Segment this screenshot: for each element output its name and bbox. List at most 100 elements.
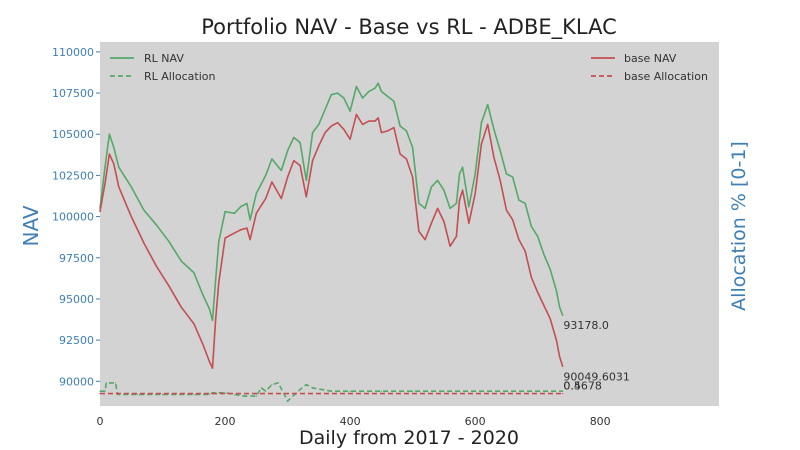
data-point — [143, 209, 145, 211]
data-point — [480, 122, 482, 124]
data-point — [343, 128, 345, 130]
data-point — [104, 390, 106, 392]
data-point — [324, 108, 326, 111]
data-point — [374, 120, 376, 122]
data-point — [104, 166, 106, 168]
data-point — [549, 318, 551, 320]
data-point — [202, 295, 204, 297]
data-point — [215, 278, 217, 280]
data-point — [443, 390, 445, 392]
data-point — [105, 382, 107, 384]
data-point — [130, 216, 132, 218]
data-point — [155, 265, 157, 267]
data-point — [468, 222, 470, 224]
data-point — [202, 344, 204, 346]
data-point — [118, 186, 120, 188]
data-point — [108, 153, 110, 155]
data-point — [405, 130, 407, 132]
data-point — [280, 197, 282, 200]
data-point — [104, 183, 106, 185]
data-point — [562, 393, 564, 395]
data-point — [549, 268, 551, 270]
data-point — [271, 181, 273, 183]
data-point — [543, 253, 545, 256]
plot-background — [100, 42, 719, 406]
y-tick-label: 97500 — [59, 252, 94, 265]
data-point — [430, 222, 432, 224]
data-point — [468, 206, 470, 208]
data-point — [458, 199, 461, 201]
data-point — [108, 133, 110, 135]
data-point — [243, 395, 245, 397]
data-point — [224, 237, 226, 239]
y-tick-label: 92500 — [59, 334, 94, 347]
data-point — [318, 145, 320, 147]
data-point — [437, 207, 439, 209]
data-point — [449, 207, 451, 209]
series-layer — [99, 82, 564, 402]
data-point — [405, 158, 407, 160]
data-point — [240, 229, 242, 231]
data-point — [380, 90, 382, 92]
data-point — [287, 400, 289, 402]
data-point — [393, 127, 395, 129]
data-point — [562, 314, 564, 316]
x-tick-label: 0 — [97, 415, 104, 428]
data-point — [168, 240, 170, 242]
data-point — [424, 239, 426, 241]
data-point — [355, 85, 357, 88]
legend-left: RL NAV RL Allocation — [110, 52, 216, 83]
data-point — [280, 169, 282, 172]
data-point — [305, 179, 307, 181]
y-axis-right-label: Allocation % [0-1] — [728, 141, 750, 311]
data-point — [555, 339, 558, 341]
data-point — [449, 245, 451, 247]
data-point — [233, 232, 235, 234]
data-point — [246, 202, 248, 204]
y-tick-label: 105000 — [52, 128, 94, 141]
data-point — [524, 202, 526, 204]
data-point — [265, 390, 267, 392]
data-point — [362, 97, 364, 99]
data-point — [393, 100, 395, 102]
value-annotation: 0.4678 — [563, 380, 602, 393]
data-point — [380, 390, 382, 392]
data-point — [312, 132, 314, 134]
series-line-rl-allocation — [100, 382, 563, 402]
data-point — [493, 128, 495, 130]
data-point — [559, 306, 561, 308]
data-point — [265, 197, 267, 200]
data-point — [155, 224, 157, 226]
data-point — [374, 87, 376, 89]
data-point — [271, 384, 273, 386]
y-tick-label: 100000 — [52, 211, 94, 224]
data-point — [443, 220, 445, 223]
data-point — [180, 260, 182, 262]
data-point — [240, 206, 242, 208]
data-point — [487, 123, 489, 125]
data-point — [337, 92, 339, 94]
data-point — [312, 160, 314, 162]
data-point — [143, 242, 145, 244]
data-point — [559, 356, 561, 358]
data-point — [255, 212, 257, 214]
data-point — [518, 239, 520, 241]
data-point — [208, 308, 210, 310]
data-point — [499, 179, 501, 181]
data-point — [265, 174, 267, 176]
data-point — [412, 390, 414, 392]
data-point — [387, 130, 389, 132]
x-tick-label: 600 — [465, 415, 486, 428]
data-point — [505, 209, 507, 211]
data-point — [362, 123, 364, 125]
data-point — [474, 173, 476, 175]
data-point — [424, 207, 426, 209]
data-point — [537, 291, 539, 293]
data-point — [224, 211, 226, 213]
data-point — [287, 176, 289, 178]
y-axis-label: NAV — [19, 205, 43, 246]
data-point — [430, 186, 432, 188]
data-point — [355, 113, 357, 116]
data-point — [215, 318, 217, 320]
